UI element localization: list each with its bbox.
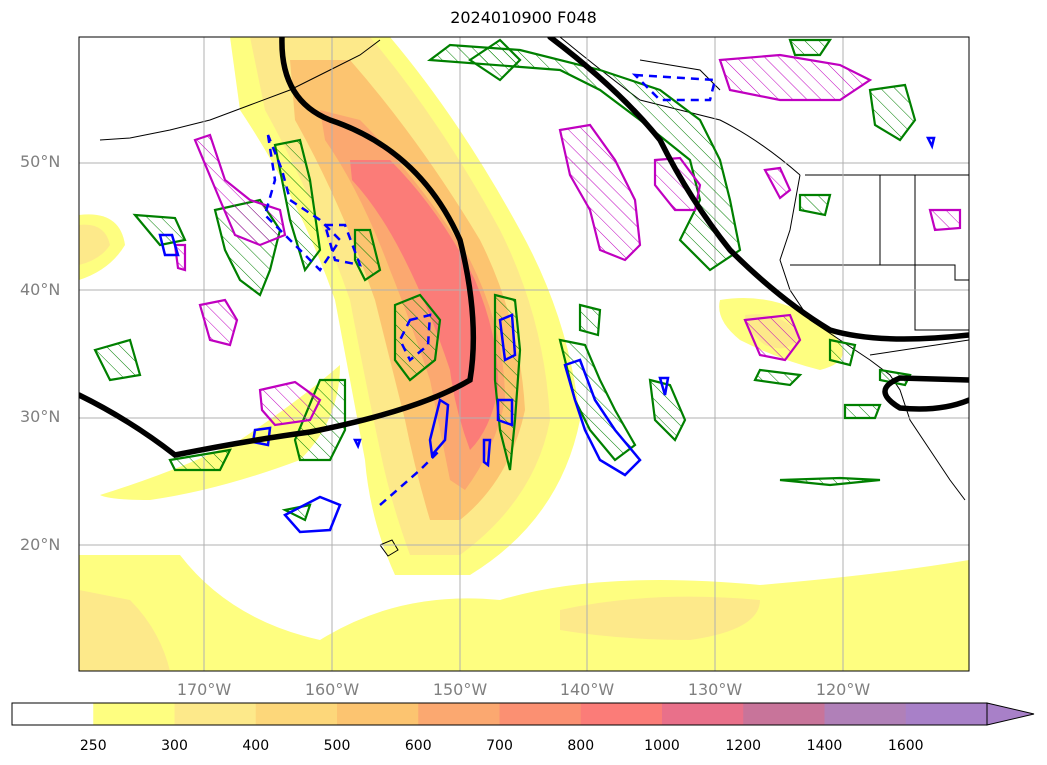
colorbar-tick-label: 1200 xyxy=(725,738,762,754)
lon-label-150w: 150°W xyxy=(432,680,488,699)
colorbar-segment xyxy=(499,703,582,725)
magenta-hatched-contours xyxy=(173,53,962,427)
colorbar-tick-label: 1600 xyxy=(887,738,924,754)
lat-label-20n: 20°N xyxy=(20,535,61,554)
colorbar-segment xyxy=(580,703,663,725)
colorbar-segment xyxy=(418,703,500,725)
colorbar-segment xyxy=(255,703,338,725)
colorbar-tick-label: 800 xyxy=(567,738,595,754)
colorbar-segment xyxy=(662,703,744,725)
map-frame xyxy=(78,36,970,672)
jet-contours xyxy=(79,37,969,458)
coastlines xyxy=(99,37,969,557)
lon-label-160w: 160°W xyxy=(304,680,360,699)
colorbar-segment xyxy=(12,703,94,725)
ivt-fill xyxy=(79,37,969,671)
lon-label-140w: 140°W xyxy=(559,680,615,699)
colorbar-segment xyxy=(824,703,907,725)
colorbar-tick-label: 500 xyxy=(323,738,351,754)
colorbar-segment xyxy=(743,703,825,725)
colorbar-segment xyxy=(174,703,257,725)
colorbar-tick-label: 1000 xyxy=(644,738,680,754)
colorbar-segment xyxy=(905,703,988,725)
map-title: 2024010900 F048 xyxy=(450,8,597,27)
lat-label-50n: 50°N xyxy=(20,152,61,171)
lon-label-170w: 170°W xyxy=(176,680,232,699)
colorbar-tick-label: 700 xyxy=(486,738,513,754)
lon-label-120w: 120°W xyxy=(815,680,871,699)
lon-label-130w: 130°W xyxy=(687,680,743,699)
colorbar-tick-label: 1400 xyxy=(806,738,843,754)
colorbar-segment xyxy=(93,703,175,725)
lat-label-40n: 40°N xyxy=(20,280,61,299)
colorbar-segment xyxy=(337,703,419,725)
colorbar xyxy=(11,702,1035,726)
colorbar-tick-label: 300 xyxy=(161,738,188,754)
colorbar-tick-label: 400 xyxy=(242,738,270,754)
colorbar-tick-label: 600 xyxy=(404,738,432,754)
colorbar-extend-arrow xyxy=(986,702,1035,726)
blue-contours xyxy=(158,73,936,534)
lat-label-30n: 30°N xyxy=(20,407,61,426)
colorbar-tick-label: 250 xyxy=(79,738,107,754)
